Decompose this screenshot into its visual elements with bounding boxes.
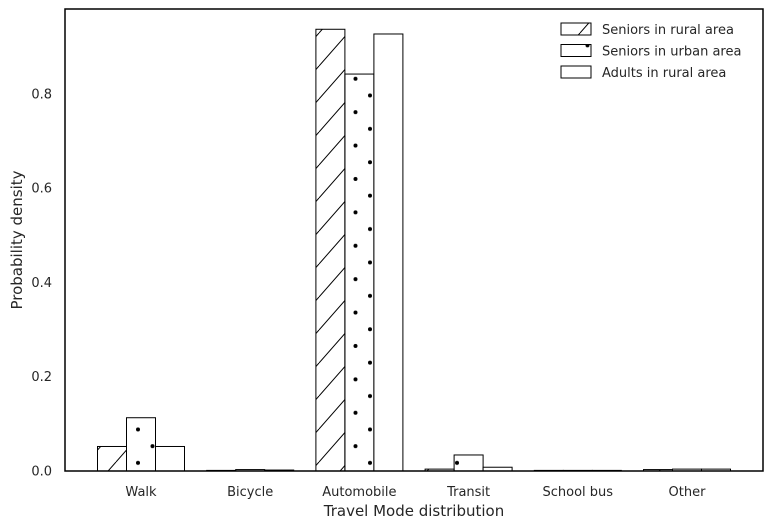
y-tick-label: 0.4 — [31, 276, 52, 291]
y-axis-title: Probability density — [8, 170, 26, 309]
legend-swatch — [560, 22, 592, 36]
bar-automobile-series-2 — [344, 73, 375, 472]
bar-transit-series-2 — [453, 454, 484, 472]
y-tick-label: 0.8 — [31, 87, 52, 102]
plot-frame — [64, 8, 764, 472]
x-tick-label: School bus — [543, 485, 614, 500]
bar-automobile-series-3 — [373, 33, 404, 472]
x-tick-label: Walk — [125, 485, 157, 500]
legend-swatch — [560, 65, 592, 79]
y-tick-label: 0.2 — [31, 370, 52, 385]
x-tick-label: Other — [669, 485, 707, 500]
bars-layer — [97, 28, 731, 472]
bar-automobile-series-1 — [315, 28, 346, 472]
bar-walk-series-2 — [126, 417, 156, 472]
y-tick-label: 0.6 — [31, 182, 52, 197]
x-axis-title: Travel Mode distribution — [323, 502, 504, 520]
y-tick-label: 0.0 — [31, 465, 52, 480]
legend-label: Seniors in rural area — [602, 23, 734, 38]
axes-layer: Walk Bicycle Automobile Transit School bus Ot… — [8, 8, 764, 520]
x-tick-label: Bicycle — [227, 485, 273, 500]
legend-label: Seniors in urban area — [602, 45, 741, 60]
bar-walk-series-1 — [97, 445, 127, 472]
legend-label: Adults in rural area — [602, 66, 726, 81]
legend: Seniors in rural area Seniors in urban ar… — [560, 22, 741, 81]
x-tick-label: Transit — [446, 485, 490, 500]
legend-swatch — [560, 44, 592, 57]
bar-walk-series-3 — [155, 445, 185, 472]
x-tick-label: Automobile — [322, 485, 396, 500]
